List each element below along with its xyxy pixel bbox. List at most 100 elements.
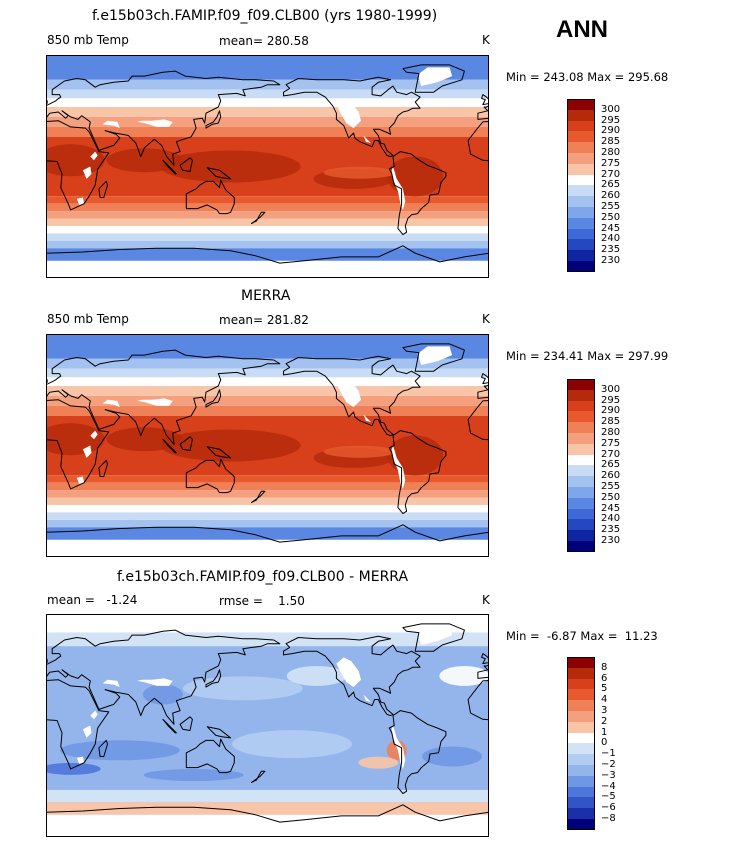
temperature-band (46, 218, 489, 226)
colorbar-swatch (567, 120, 595, 132)
masked-terrain (137, 398, 173, 406)
colorbar-swatch (567, 443, 595, 455)
coastline-australia (185, 458, 235, 494)
temperature-field (46, 55, 489, 278)
colorbar-swatch (567, 389, 595, 401)
colorbar-swatch (567, 250, 595, 261)
colorbar-tick-label: −4 (601, 780, 616, 792)
colorbar-swatch (567, 711, 595, 722)
colorbar-swatch (567, 530, 595, 541)
colorbar-swatch (567, 743, 595, 755)
colorbar-swatch (567, 678, 595, 690)
masked-terrain (46, 260, 489, 278)
units-label: K (482, 312, 490, 326)
colorbar-tick-label: 8 (601, 661, 608, 673)
temperature-band (46, 377, 489, 387)
coastline-samer (388, 430, 447, 515)
temperature-band (46, 98, 489, 108)
colorbar-swatch (567, 239, 595, 251)
coastline-namer (283, 635, 421, 717)
min-max-label: Min = -6.87 Max = 11.23 (506, 629, 658, 643)
difference-field (46, 614, 489, 837)
masked-terrain (336, 98, 361, 129)
colorbar-swatch (567, 196, 595, 207)
colorbar-tick-label: 285 (601, 416, 621, 428)
colorbar-swatch (567, 765, 595, 776)
masked-terrain (90, 151, 98, 161)
masked-terrain (90, 710, 98, 720)
difference-anomaly (182, 676, 303, 701)
colorbar-tick-label: 245 (601, 222, 621, 234)
coastline-australia (185, 179, 235, 215)
terrain-mask (46, 67, 489, 278)
colorbar-swatch (567, 142, 595, 153)
colorbar-swatch (567, 185, 595, 197)
map-frame (46, 334, 489, 557)
coastline-madagascar (98, 739, 108, 757)
colorbar-tick-label: 240 (601, 513, 621, 525)
temperature-band (46, 334, 489, 359)
map-panel (46, 55, 489, 278)
masked-terrain (363, 135, 371, 143)
colorbar-tick-label: 265 (601, 179, 621, 191)
rmse-label: rmse = 1.50 (219, 594, 305, 608)
coastline-eurasia (46, 629, 489, 725)
difference-anomaly (232, 730, 353, 759)
coastline-nz (251, 770, 266, 783)
colorbar-tick-label: 250 (601, 211, 621, 223)
coastlines (46, 343, 489, 557)
colorbar-swatch (567, 163, 595, 175)
colorbar-tick-label: 285 (601, 136, 621, 148)
coastline-namer (283, 76, 421, 158)
colorbar-tick-label: 260 (601, 190, 621, 202)
temperature-band (46, 395, 489, 406)
colorbar-swatch (567, 732, 595, 744)
colorbar-tick-label: 275 (601, 157, 621, 169)
colorbar-swatch (567, 109, 595, 121)
units-label: K (482, 593, 490, 607)
colorbar-tick-label: 230 (601, 535, 621, 546)
season-label: ANN (556, 16, 608, 43)
coastline-indonesia (162, 718, 177, 734)
masked-terrain (82, 445, 92, 458)
colorbar-tick-label: 255 (601, 481, 621, 492)
colorbar-tick-label: 290 (601, 405, 621, 417)
coastline-uk (46, 373, 489, 385)
coastline-eurasia (46, 70, 489, 166)
map-frame (46, 614, 489, 837)
colorbar-swatch (567, 786, 595, 798)
temperature-band (46, 203, 489, 212)
cool-tongue (323, 166, 396, 179)
colorbar-swatch (567, 754, 595, 765)
coastline-madagascar (98, 180, 108, 198)
coastline-nz (251, 211, 266, 224)
temperature-band (46, 475, 489, 483)
panel-title: f.e15b03ch.FAMIP.f09_f09.CLB00 - MERRA (117, 569, 409, 585)
map-frame (46, 55, 489, 278)
coastlines (46, 623, 489, 837)
masked-terrain (102, 120, 120, 129)
coastline-africa (46, 120, 489, 211)
coastline-greenland (402, 64, 465, 93)
masked-terrain (137, 678, 173, 686)
temperature-band (46, 405, 489, 416)
difference-band (46, 614, 489, 633)
masked-terrain (46, 539, 489, 557)
colorbar-tick-label: 235 (601, 524, 621, 536)
difference-anomaly (358, 756, 399, 769)
colorbar-swatch (567, 99, 595, 110)
temperature-band (46, 196, 489, 204)
temperature-band (46, 482, 489, 491)
temperature-band (46, 519, 489, 528)
colorbar-tick-label: 270 (601, 168, 621, 180)
colorbar-tick-label: 1 (601, 726, 608, 738)
mean-label: mean= 281.82 (219, 313, 309, 327)
colorbar-swatch (567, 819, 595, 830)
colorbar-swatch (567, 775, 595, 787)
coastline-japan (205, 669, 222, 688)
colorbar-swatch (567, 400, 595, 412)
colorbar-tick-label: 275 (601, 437, 621, 449)
colorbar: 8 6 5 4 3 2 1 0 −1 −2 −3 −4 −5 −6 −8 (567, 657, 616, 830)
coastline-indonesia (162, 159, 177, 175)
colorbar-tick-label: −2 (601, 759, 616, 770)
